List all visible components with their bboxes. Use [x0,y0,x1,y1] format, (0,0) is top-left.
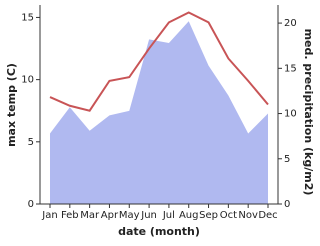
x-tick-label: Feb [61,210,79,221]
y2-tick-label: 15 [284,63,297,74]
x-tick-label: Jul [162,210,175,221]
x-tick-label: Jan [41,210,57,221]
y-axis-label: max temp (C) [5,63,18,147]
x-tick-label: Jun [140,210,157,221]
x-tick-label: Dec [258,210,277,221]
chart: date (month) max temp (C) med. precipita… [5,5,315,238]
x-tick-label: Mar [80,210,100,221]
temp-line [49,11,269,112]
x-tick-label: Apr [101,210,119,221]
precip-area [50,21,268,205]
y2-tick-label: 0 [284,199,290,210]
x-tick-label: Aug [179,210,199,221]
y2-tick-label: 5 [284,154,290,165]
x-tick-label: Sep [199,210,218,221]
y-tick-label: 5 [28,137,34,148]
y2-tick-label: 10 [284,109,297,120]
y-tick-label: 15 [21,12,34,23]
y2-tick-label: 20 [284,18,297,29]
x-tick-label: Oct [220,210,237,221]
x-tick-label: May [119,210,140,221]
y2-axis-label: med. precipitation (kg/m2) [302,29,315,196]
x-tick-label: Nov [238,210,258,221]
y-tick-label: 10 [21,75,34,86]
y-tick-label: 0 [28,199,34,210]
x-axis-label: date (month) [118,225,200,238]
